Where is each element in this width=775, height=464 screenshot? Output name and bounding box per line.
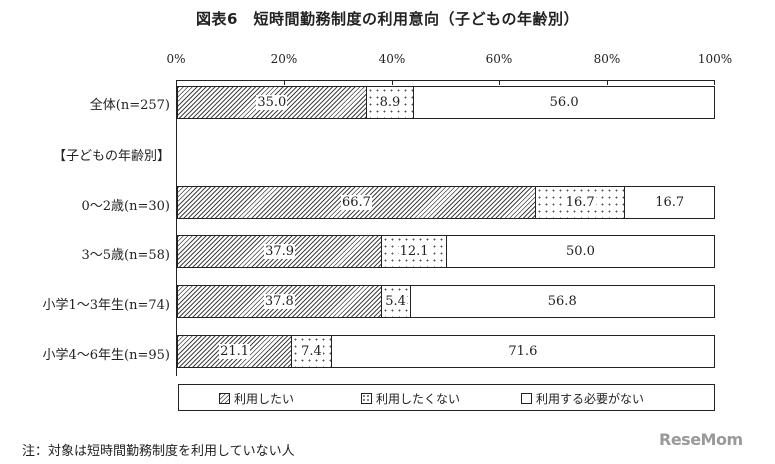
tick-mark xyxy=(714,80,715,85)
row-label-total: 全体(n=257) xyxy=(89,98,170,113)
segment-not-needed: 56.0 xyxy=(413,87,714,118)
legend-label: 利用したい xyxy=(234,392,295,406)
hatch-swatch-icon xyxy=(219,393,230,404)
bar-0-2: 66.7 16.7 16.7 xyxy=(177,186,715,219)
segment-dont-want: 7.4 xyxy=(291,336,331,367)
tick-mark xyxy=(284,80,285,85)
value-label: 37.8 xyxy=(263,294,295,309)
tick-label-80: 80% xyxy=(593,52,621,66)
tick-label-100: 100% xyxy=(697,52,733,66)
segment-not-needed: 50.0 xyxy=(445,236,714,267)
value-label: 56.0 xyxy=(548,95,580,110)
plain-swatch-icon xyxy=(521,393,532,404)
value-label: 16.7 xyxy=(654,195,686,210)
row-label-elem-4-6: 小学4〜6年生(n=95) xyxy=(42,348,171,363)
legend: 利用したい 利用したくない 利用する必要がない xyxy=(178,384,715,411)
tick-mark xyxy=(392,80,393,85)
bar-elem-1-3: 37.8 5.4 56.8 xyxy=(177,285,715,318)
segment-dont-want: 8.9 xyxy=(365,87,414,118)
dots-swatch-icon xyxy=(361,393,372,404)
segment-not-needed: 16.7 xyxy=(624,187,714,218)
segment-dont-want: 12.1 xyxy=(381,236,446,267)
row-label-elem-1-3: 小学1〜3年生(n=74) xyxy=(42,298,171,313)
segment-want: 35.0 xyxy=(178,87,366,118)
tick-label-0: 0% xyxy=(166,52,186,66)
x-axis-line xyxy=(176,80,715,81)
value-label: 37.9 xyxy=(264,244,296,259)
segment-want: 66.7 xyxy=(178,187,535,218)
legend-label: 利用する必要がない xyxy=(536,392,645,406)
segment-not-needed: 56.8 xyxy=(409,286,714,317)
legend-item-not-needed: 利用する必要がない xyxy=(521,390,644,407)
value-label: 5.4 xyxy=(384,294,407,309)
tick-label-40: 40% xyxy=(378,52,406,66)
segment-dont-want: 16.7 xyxy=(534,187,625,218)
value-label: 56.8 xyxy=(546,294,578,309)
bar-total: 35.0 8.9 56.0 xyxy=(177,86,715,119)
value-label: 16.7 xyxy=(564,195,596,210)
segment-want: 37.8 xyxy=(178,286,381,317)
row-label-3-5: 3〜5歳(n=58) xyxy=(81,248,171,263)
value-label: 7.4 xyxy=(300,344,323,359)
value-label: 66.7 xyxy=(341,195,372,210)
tick-mark xyxy=(607,80,608,85)
value-label: 35.0 xyxy=(256,95,288,110)
value-label: 8.9 xyxy=(378,95,402,110)
value-label: 21.1 xyxy=(219,344,251,359)
value-label: 50.0 xyxy=(565,244,596,259)
tick-mark xyxy=(499,80,500,85)
legend-item-want: 利用したい xyxy=(219,390,294,407)
y-axis-line xyxy=(176,80,177,376)
segment-dont-want: 5.4 xyxy=(380,286,410,317)
legend-label: 利用したくない xyxy=(376,392,461,406)
value-label: 12.1 xyxy=(398,244,430,259)
tick-label-20: 20% xyxy=(270,52,298,66)
segment-want: 37.9 xyxy=(178,236,382,267)
chart-title: 図表6 短時間勤務制度の利用意向（子どもの年齢別） xyxy=(196,10,579,28)
section-label: 【子どもの年齢別】 xyxy=(52,149,170,164)
value-label: 71.6 xyxy=(507,344,539,359)
footnote: 注：対象は短時間勤務制度を利用していない人 xyxy=(22,444,295,459)
bar-3-5: 37.9 12.1 50.0 xyxy=(177,235,715,268)
bar-elem-4-6: 21.1 7.4 71.6 xyxy=(177,335,715,368)
row-label-0-2: 0〜2歳(n=30) xyxy=(81,199,171,214)
segment-want: 21.1 xyxy=(178,336,292,367)
legend-item-dont-want: 利用したくない xyxy=(361,390,460,407)
resemom-logo: ReseMom xyxy=(659,430,743,449)
segment-not-needed: 71.6 xyxy=(330,336,714,367)
tick-label-60: 60% xyxy=(485,52,513,66)
